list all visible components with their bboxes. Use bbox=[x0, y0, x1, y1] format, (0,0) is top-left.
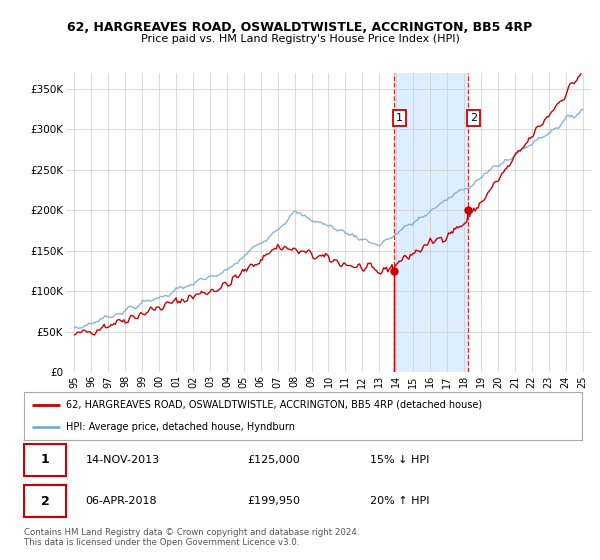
Text: Contains HM Land Registry data © Crown copyright and database right 2024.
This d: Contains HM Land Registry data © Crown c… bbox=[24, 528, 359, 547]
FancyBboxPatch shape bbox=[24, 444, 66, 475]
Text: 2: 2 bbox=[470, 113, 477, 123]
Bar bbox=[394, 73, 469, 372]
Text: 06-APR-2018: 06-APR-2018 bbox=[85, 496, 157, 506]
Text: 15% ↓ HPI: 15% ↓ HPI bbox=[370, 455, 430, 465]
Text: 1: 1 bbox=[396, 113, 403, 123]
FancyBboxPatch shape bbox=[24, 486, 66, 517]
Text: 62, HARGREAVES ROAD, OSWALDTWISTLE, ACCRINGTON, BB5 4RP (detached house): 62, HARGREAVES ROAD, OSWALDTWISTLE, ACCR… bbox=[66, 400, 482, 410]
Text: 1: 1 bbox=[41, 453, 49, 466]
Text: HPI: Average price, detached house, Hyndburn: HPI: Average price, detached house, Hynd… bbox=[66, 422, 295, 432]
Text: £199,950: £199,950 bbox=[247, 496, 300, 506]
Text: 14-NOV-2013: 14-NOV-2013 bbox=[85, 455, 160, 465]
Text: 20% ↑ HPI: 20% ↑ HPI bbox=[370, 496, 430, 506]
Text: Price paid vs. HM Land Registry's House Price Index (HPI): Price paid vs. HM Land Registry's House … bbox=[140, 34, 460, 44]
Text: 2: 2 bbox=[41, 494, 49, 508]
Text: £125,000: £125,000 bbox=[247, 455, 300, 465]
Text: 62, HARGREAVES ROAD, OSWALDTWISTLE, ACCRINGTON, BB5 4RP: 62, HARGREAVES ROAD, OSWALDTWISTLE, ACCR… bbox=[67, 21, 533, 34]
